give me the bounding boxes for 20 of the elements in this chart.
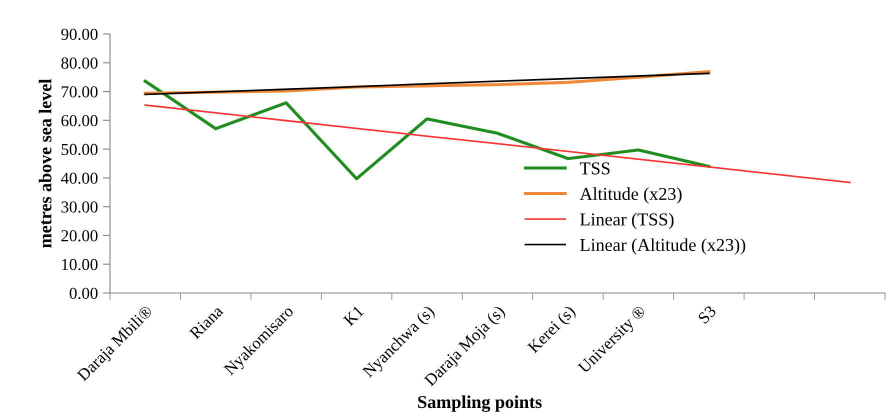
- y-tick-label: 90.00: [61, 28, 98, 40]
- x-axis-title: Sampling points: [418, 395, 542, 412]
- legend-label: Altitude (x23): [580, 187, 682, 204]
- x-tick-label: K1: [342, 305, 364, 326]
- y-tick-label: 40.00: [61, 172, 98, 184]
- x-tick-label: S3: [698, 304, 717, 324]
- y-tick-label: 70.00: [62, 86, 98, 98]
- line-series: [144, 104, 851, 184]
- y-tick-label: 60.00: [61, 115, 98, 126]
- legend-label: Linear (TSS): [580, 212, 674, 230]
- y-tick-label: 0.00: [70, 288, 98, 300]
- y-axis-title: metres above sea level: [38, 78, 52, 248]
- y-tick-label: 80.00: [61, 57, 98, 69]
- y-tick-label: 50.00: [62, 144, 98, 156]
- line-series: [144, 80, 710, 180]
- y-tick-label: 30.00: [61, 201, 98, 213]
- y-tick-label: 20.00: [61, 230, 98, 242]
- legend-label: TSS: [580, 162, 610, 174]
- legend-label: Linear (Altitude (x23)): [580, 238, 746, 255]
- y-tick-label: 10.00: [62, 258, 98, 270]
